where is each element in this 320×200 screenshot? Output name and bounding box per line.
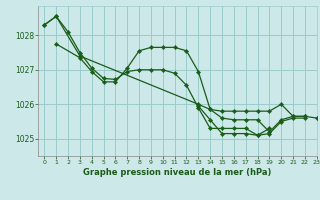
X-axis label: Graphe pression niveau de la mer (hPa): Graphe pression niveau de la mer (hPa) bbox=[84, 168, 272, 177]
